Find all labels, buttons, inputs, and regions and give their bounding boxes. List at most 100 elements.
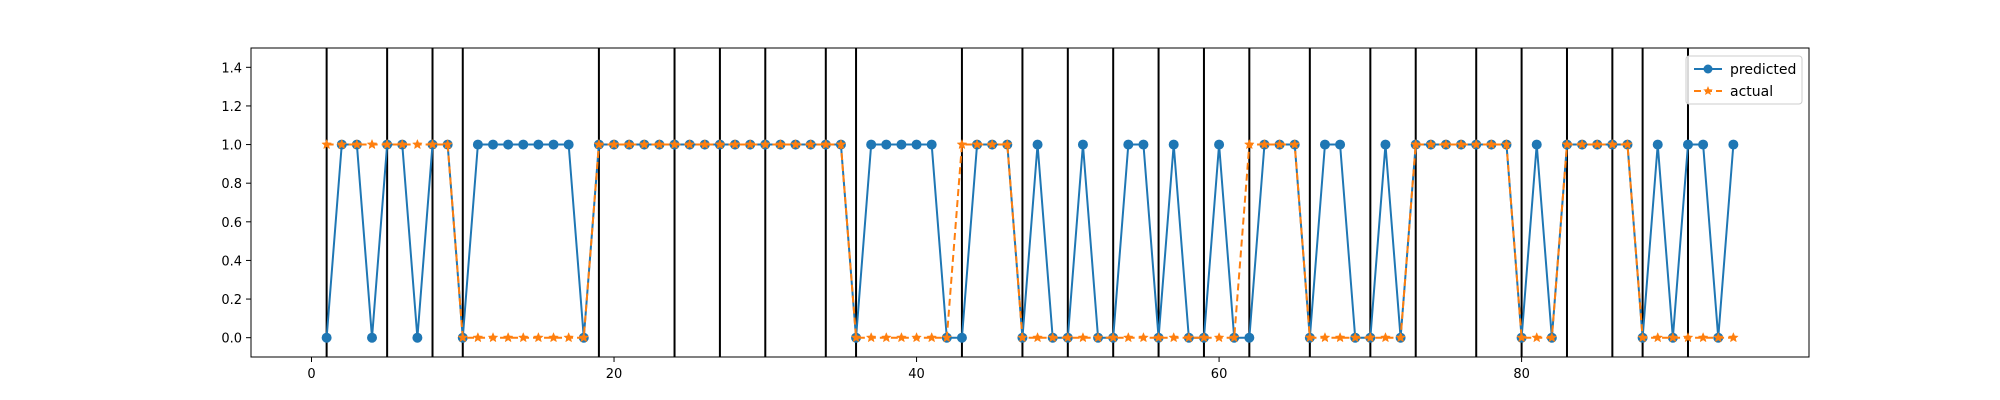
- data-point-actual: [638, 138, 650, 150]
- data-point-actual: [1138, 332, 1149, 343]
- data-point-actual: [926, 332, 938, 343]
- data-point-predicted: [488, 139, 499, 150]
- data-point-predicted: [926, 139, 937, 150]
- data-point-actual: [744, 138, 756, 150]
- plot-area-frame: [250, 47, 1810, 358]
- data-point-actual: [1652, 332, 1664, 343]
- data-point-actual: [593, 138, 605, 150]
- data-point-actual: [986, 138, 998, 150]
- x-tick-label: 60: [1211, 367, 1228, 382]
- data-point-actual: [1410, 138, 1422, 150]
- data-point-actual: [502, 332, 514, 343]
- y-tick-label: 0.4: [221, 254, 242, 269]
- legend-entry-predicted: predicted: [1694, 62, 1796, 78]
- series-predicted: [321, 139, 1739, 343]
- y-axis: 0.0 0.2 0.4 0.6 0.8 1.0 1.2 1.4: [221, 61, 251, 347]
- data-point-actual: [442, 138, 454, 150]
- y-tick-label: 1.0: [221, 139, 242, 154]
- data-point-actual: [517, 332, 529, 343]
- data-point-actual: [457, 332, 469, 343]
- data-point-actual: [1198, 332, 1210, 343]
- data-point-predicted: [1214, 139, 1225, 150]
- x-tick-label: 80: [1513, 367, 1530, 382]
- data-point-actual: [1485, 138, 1497, 150]
- data-point-actual: [669, 138, 680, 150]
- data-point-actual: [820, 138, 832, 150]
- data-point-predicted: [1698, 139, 1709, 150]
- legend-label-predicted: predicted: [1730, 62, 1796, 78]
- data-point-actual: [1637, 332, 1649, 343]
- data-point-actual: [1319, 332, 1331, 343]
- data-point-predicted: [518, 139, 529, 150]
- data-point-actual: [487, 332, 499, 343]
- data-point-actual: [699, 138, 711, 150]
- data-point-actual: [1001, 138, 1013, 150]
- data-point-actual: [608, 138, 620, 150]
- vertical-lines: [325, 48, 1689, 357]
- series-layer: [321, 138, 1739, 343]
- data-point-actual: [427, 138, 438, 150]
- data-point-actual: [1576, 138, 1588, 150]
- data-point-actual: [880, 332, 892, 343]
- data-point-actual: [1259, 138, 1270, 150]
- data-point-predicted: [1380, 139, 1391, 150]
- data-point-actual: [1697, 332, 1709, 343]
- data-point-actual: [1032, 332, 1043, 343]
- data-point-actual: [1334, 332, 1346, 343]
- data-point-actual: [790, 138, 801, 150]
- data-point-predicted: [1319, 139, 1330, 150]
- data-point-actual: [1122, 332, 1134, 343]
- data-point-actual: [956, 138, 968, 150]
- data-point-predicted: [1077, 139, 1088, 150]
- data-point-actual: [1727, 332, 1739, 343]
- y-tick-label: 1.2: [221, 100, 242, 115]
- data-point-actual: [1077, 332, 1089, 343]
- data-point-actual: [835, 138, 847, 150]
- data-point-actual: [1501, 138, 1512, 150]
- data-point-actual: [1153, 332, 1164, 343]
- data-point-actual: [775, 138, 786, 150]
- data-point-actual: [533, 332, 544, 343]
- legend: predicted actual: [1685, 55, 1803, 105]
- data-point-actual: [805, 138, 817, 150]
- data-point-predicted: [1682, 139, 1693, 150]
- legend-label-actual: actual: [1730, 84, 1773, 100]
- data-point-actual: [1395, 332, 1406, 343]
- data-point-actual: [563, 332, 575, 343]
- data-point-actual: [654, 138, 665, 150]
- data-point-actual: [472, 332, 484, 343]
- data-point-actual: [729, 138, 741, 150]
- data-point-predicted: [503, 139, 514, 150]
- data-point-predicted: [896, 139, 907, 150]
- data-point-actual: [1047, 332, 1059, 343]
- data-point-actual: [1622, 138, 1633, 150]
- data-point-actual: [1455, 138, 1467, 150]
- series-actual: [321, 138, 1739, 343]
- data-point-actual: [941, 332, 953, 343]
- data-point-predicted: [911, 139, 922, 150]
- y-tick-label: 0.6: [221, 216, 242, 231]
- data-point-actual: [1243, 138, 1255, 150]
- data-point-actual: [1682, 332, 1694, 343]
- data-point-predicted: [321, 332, 332, 343]
- data-point-predicted: [1652, 139, 1663, 150]
- data-point-actual: [548, 332, 559, 343]
- data-point-actual: [396, 138, 408, 150]
- data-point-actual: [1364, 332, 1376, 343]
- y-tick-label: 1.4: [221, 61, 242, 76]
- data-point-actual: [971, 138, 983, 150]
- data-point-actual: [1092, 332, 1104, 343]
- data-point-actual: [1531, 332, 1543, 343]
- data-point-actual: [759, 138, 771, 150]
- data-point-actual: [911, 332, 922, 343]
- data-point-actual: [321, 138, 333, 150]
- legend-entry-actual: actual: [1694, 84, 1773, 100]
- data-point-actual: [1606, 138, 1618, 150]
- legend-marker-predicted: [1703, 64, 1713, 74]
- data-point-actual: [1425, 138, 1437, 150]
- data-point-actual: [714, 138, 726, 150]
- data-point-actual: [366, 138, 378, 150]
- data-point-predicted: [881, 139, 892, 150]
- data-point-actual: [1440, 138, 1452, 150]
